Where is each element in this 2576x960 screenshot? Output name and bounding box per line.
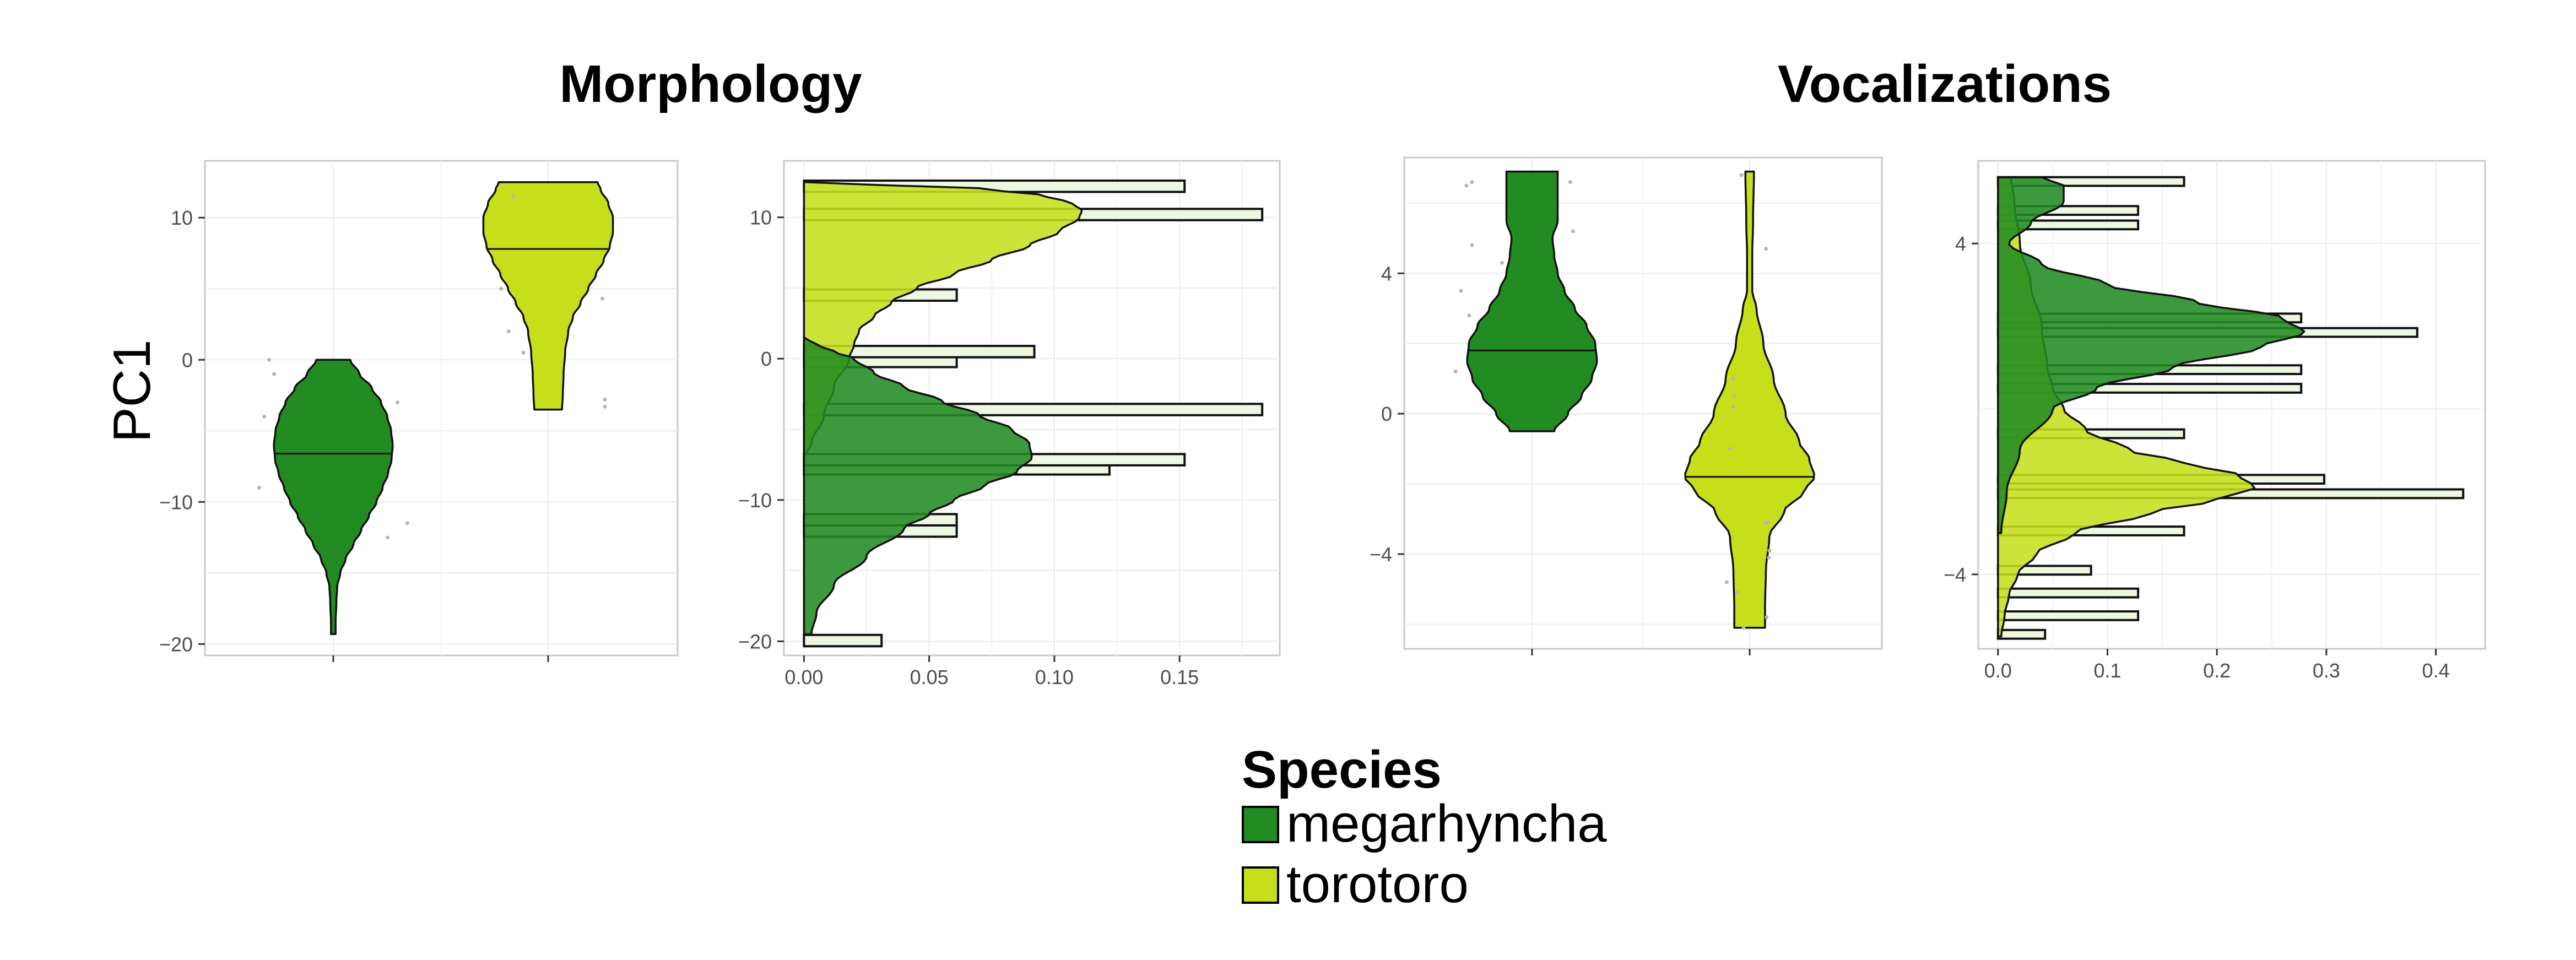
jitter-point-megarhyncha <box>1500 261 1504 265</box>
jitter-point-torotoro <box>1764 247 1768 251</box>
panel-morph-hist-x-tick-label: 0.15 <box>1160 666 1199 688</box>
panel-morph-hist-y-tick-label: 10 <box>750 207 772 229</box>
jitter-point-megarhyncha <box>386 535 390 540</box>
density-curve-megarhyncha <box>803 336 1033 636</box>
morphology-density-histogram: 0.00 0.05 0.10 0.15 −20 −10 0 10 <box>738 160 1281 688</box>
density-curve-torotoro <box>1997 176 2256 638</box>
jitter-point-megarhyncha <box>262 414 267 419</box>
violin-megarhyncha <box>273 359 394 636</box>
violin-torotoro <box>1684 170 1815 629</box>
jitter-point-megarhyncha <box>1459 289 1463 293</box>
jitter-point-torotoro <box>499 286 504 291</box>
jitter-point-megarhyncha <box>1453 370 1458 374</box>
jitter-point-torotoro <box>1731 404 1735 409</box>
jitter-point-torotoro <box>1732 394 1736 398</box>
jitter-point-torotoro <box>603 398 607 402</box>
legend: Species megarhyncha torotoro <box>1242 740 1607 914</box>
jitter-point-megarhyncha <box>405 521 409 525</box>
panel-title-vocalizations: Vocalizations <box>1778 55 2112 113</box>
vocalizations-density-histogram: 0.0 0.1 0.2 0.3 0.4 −4 4 <box>1944 160 2486 682</box>
violin-megarhyncha <box>1466 170 1598 432</box>
panel-morph-violin-y-tick-label: 10 <box>171 207 193 229</box>
panel-morph-hist-y-tick-label: −10 <box>738 489 772 512</box>
jitter-point-megarhyncha <box>1568 180 1572 185</box>
jitter-point-torotoro <box>1731 376 1735 381</box>
panel-morph-violin-y-tick-label: 0 <box>182 349 193 371</box>
jitter-point-megarhyncha <box>272 372 276 376</box>
histogram-bar <box>1996 628 2047 640</box>
histogram-bar <box>1996 610 2140 621</box>
density-curve-megarhyncha <box>1997 176 2306 534</box>
jitter-point-torotoro <box>1741 626 1746 630</box>
panel-morph-hist-y-tick-label: −20 <box>738 630 772 653</box>
jitter-point-torotoro <box>506 329 511 334</box>
jitter-point-megarhyncha <box>1571 229 1575 234</box>
panel-voc-hist-y-tick-label: −4 <box>1944 563 1966 586</box>
jitter-point-torotoro <box>603 404 607 409</box>
jitter-point-megarhyncha <box>257 486 262 490</box>
panel-voc-hist-x-tick-label: 0.4 <box>2422 659 2450 682</box>
jitter-point-torotoro <box>1739 173 1744 177</box>
panel-morph-hist-x-tick-label: 0.05 <box>910 666 949 688</box>
panel-morph-hist-x-tick-label: 0.00 <box>784 666 823 688</box>
legend-title: Species <box>1242 740 1442 799</box>
panel-morph-hist-y-tick-label: 0 <box>761 348 772 370</box>
legend-label-torotoro: torotoro <box>1286 855 1469 914</box>
legend-label-megarhyncha: megarhyncha <box>1286 794 1607 853</box>
y-axis-label: PC1 <box>102 340 161 443</box>
jitter-point-megarhyncha <box>267 357 272 362</box>
histogram-bar <box>803 633 883 648</box>
jitter-point-torotoro <box>1766 520 1770 525</box>
panel-voc-hist-x-tick-label: 0.3 <box>2313 659 2340 682</box>
jitter-point-torotoro <box>600 296 605 301</box>
jitter-point-megarhyncha <box>1470 243 1474 247</box>
jitter-point-megarhyncha <box>1470 180 1474 185</box>
jitter-point-torotoro <box>1728 447 1732 451</box>
panel-morph-violin-y-tick-label: −20 <box>159 633 193 655</box>
jitter-point-torotoro <box>511 194 516 199</box>
jitter-point-megarhyncha <box>1467 313 1471 318</box>
morphology-violin-plot: −20 −10 0 10 <box>159 160 679 662</box>
panel-morph-violin-y-tick-label: −10 <box>159 491 193 513</box>
panel-voc-violin-y-tick-label: 0 <box>1381 403 1392 425</box>
jitter-point-torotoro <box>1735 590 1740 595</box>
jitter-point-torotoro <box>521 350 526 355</box>
jitter-point-megarhyncha <box>395 400 399 405</box>
jitter-point-torotoro <box>1765 615 1769 620</box>
panel-voc-hist-x-tick-label: 0.2 <box>2203 659 2231 682</box>
jitter-point-megarhyncha <box>1464 183 1469 188</box>
panel-voc-hist-y-tick-label: 4 <box>1955 232 1966 255</box>
panel-title-morphology: Morphology <box>559 55 862 113</box>
histogram-bar <box>1996 587 2140 599</box>
jitter-point-torotoro <box>1767 555 1771 560</box>
panel-voc-violin-y-tick-label: 4 <box>1381 262 1392 285</box>
legend-swatch-torotoro <box>1242 866 1279 904</box>
vocalizations-violin-plot: −4 0 4 <box>1370 156 1883 655</box>
panel-voc-hist-x-tick-label: 0.1 <box>2093 659 2121 682</box>
violin-torotoro <box>482 181 614 411</box>
panel-voc-hist-x-tick-label: 0.0 <box>1984 659 2012 682</box>
jitter-point-torotoro <box>1767 549 1772 553</box>
legend-swatch-megarhyncha <box>1242 806 1279 843</box>
panel-voc-violin-y-tick-label: −4 <box>1370 543 1392 566</box>
jitter-point-torotoro <box>1724 580 1729 584</box>
panel-morph-hist-x-tick-label: 0.10 <box>1035 666 1074 688</box>
